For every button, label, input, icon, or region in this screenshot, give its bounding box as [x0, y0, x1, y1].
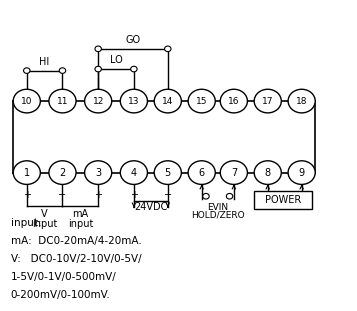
Circle shape	[203, 193, 209, 199]
Circle shape	[226, 193, 233, 199]
Circle shape	[165, 46, 171, 52]
Text: HI: HI	[40, 57, 50, 67]
Circle shape	[49, 89, 76, 113]
Circle shape	[154, 161, 181, 184]
Text: 5: 5	[165, 168, 171, 178]
Text: 10: 10	[21, 97, 32, 105]
Circle shape	[120, 161, 147, 184]
Text: 1: 1	[24, 168, 30, 178]
Text: 15: 15	[196, 97, 207, 105]
Text: 6: 6	[198, 168, 205, 178]
Text: input:: input:	[11, 218, 41, 228]
Circle shape	[13, 161, 40, 184]
Circle shape	[49, 161, 76, 184]
Circle shape	[288, 161, 315, 184]
FancyBboxPatch shape	[254, 191, 312, 209]
Text: +: +	[94, 190, 102, 200]
Text: HOLD/ZERO: HOLD/ZERO	[191, 210, 245, 219]
Circle shape	[220, 161, 247, 184]
Text: mA: mA	[72, 209, 89, 219]
Circle shape	[95, 46, 101, 52]
Circle shape	[59, 68, 66, 73]
Text: 1-5V/0-1V/0-500mV/: 1-5V/0-1V/0-500mV/	[11, 272, 116, 282]
Circle shape	[188, 89, 215, 113]
Circle shape	[220, 89, 247, 113]
Text: V:   DC0-10V/2-10V/0-5V/: V: DC0-10V/2-10V/0-5V/	[11, 254, 141, 264]
Text: GO: GO	[125, 35, 141, 45]
Text: 7: 7	[231, 168, 237, 178]
Text: +: +	[130, 190, 138, 200]
Text: 24VDC: 24VDC	[134, 202, 167, 212]
Text: 8: 8	[265, 168, 271, 178]
Text: POWER: POWER	[265, 195, 301, 205]
Text: 0-200mV/0-100mV.: 0-200mV/0-100mV.	[11, 290, 110, 300]
Text: LO: LO	[110, 55, 122, 65]
Text: 4: 4	[131, 168, 137, 178]
Circle shape	[188, 161, 215, 184]
Text: V: V	[41, 209, 48, 219]
Circle shape	[95, 66, 101, 72]
Text: 11: 11	[57, 97, 68, 105]
Circle shape	[254, 89, 281, 113]
Text: −: −	[59, 190, 66, 200]
Circle shape	[85, 161, 112, 184]
Circle shape	[24, 68, 30, 73]
Circle shape	[254, 161, 281, 184]
Text: 2: 2	[59, 168, 66, 178]
Text: 9: 9	[298, 168, 305, 178]
Circle shape	[13, 89, 40, 113]
Text: −: −	[164, 190, 172, 200]
Text: +: +	[23, 190, 31, 200]
Text: 17: 17	[262, 97, 273, 105]
Text: 16: 16	[228, 97, 240, 105]
Text: 13: 13	[128, 97, 140, 105]
Text: EVIN: EVIN	[207, 203, 228, 212]
Text: mA:  DC0-20mA/4-20mA.: mA: DC0-20mA/4-20mA.	[11, 236, 141, 246]
Circle shape	[288, 89, 315, 113]
Text: 14: 14	[162, 97, 174, 105]
Circle shape	[154, 89, 181, 113]
Text: input: input	[32, 219, 57, 229]
Circle shape	[131, 66, 137, 72]
Text: 12: 12	[92, 97, 104, 105]
Circle shape	[85, 89, 112, 113]
Text: 18: 18	[296, 97, 307, 105]
Text: 3: 3	[95, 168, 101, 178]
Text: input: input	[67, 219, 93, 229]
Circle shape	[120, 89, 147, 113]
